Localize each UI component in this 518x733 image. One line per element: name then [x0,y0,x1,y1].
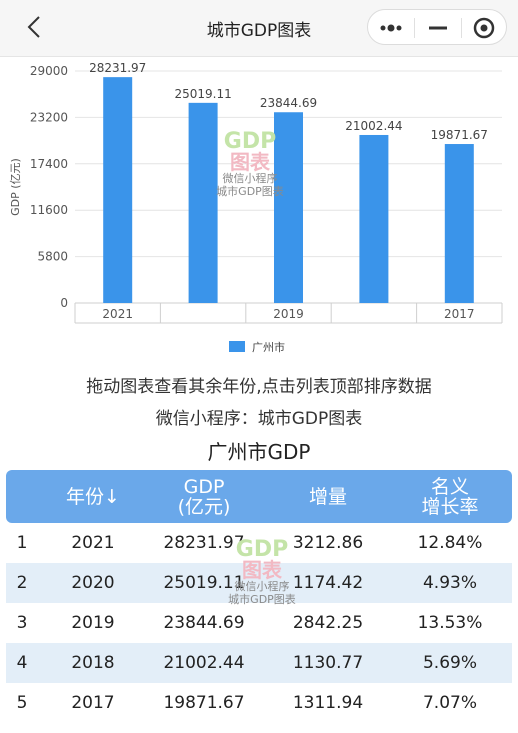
more-menu-button[interactable] [368,10,414,46]
data-label: 25019.11 [174,87,231,101]
sort-rate-header[interactable]: 名义 增长率 [421,475,479,518]
y-tick-label: 17400 [30,157,68,171]
y-tick-label: 5800 [37,250,68,264]
data-label: 28231.97 [89,61,146,75]
data-label: 23844.69 [260,96,317,110]
bar-2017 [444,144,474,303]
y-tick-label: 23200 [30,110,68,124]
bar-2019 [274,112,303,303]
page-title: 城市GDP图表 [206,21,312,41]
x-tick-label: 2021 [102,307,133,321]
table-row: 4 2018 21002.44 1130.77 5.69% [6,643,512,683]
bar-2020 [188,102,218,303]
table-row: 3 2019 23844.69 2842.25 13.53% [16,613,483,633]
drag-hint-text: 拖动图表查看其余年份,点击列表顶部排序数据 [86,377,432,397]
legend-swatch [229,341,245,352]
table-title: 广州市GDP [207,440,311,464]
x-tick-label: 2017 [444,307,475,321]
data-label: 21002.44 [345,119,402,133]
gdp-bar-chart[interactable]: 0 5800 11600 17400 23200 29000 GDP (亿元) 28231.9… [0,56,518,368]
y-tick-label: 11600 [30,203,68,217]
miniprogram-capsule [367,9,507,45]
sort-increase-header[interactable]: 增量 [308,485,347,508]
miniprogram-hint-text: 微信小程序：城市GDP图表 [155,409,363,429]
x-tick-label: 2019 [273,307,304,321]
sort-gdp-header[interactable]: GDP (亿元) [177,475,231,518]
legend-label: 广州市 [252,340,285,354]
y-tick-label: 0 [60,296,68,310]
minimize-button[interactable] [415,10,461,46]
bar-2021 [103,77,133,303]
bar-2018 [359,134,389,303]
back-arrow-icon[interactable] [22,14,48,40]
nav-bar: 城市GDP图表 [0,0,518,57]
table-row: 2 2020 25019.11 1174.42 4.93% [6,563,512,603]
sort-year-header[interactable]: 年份↓ [66,485,120,508]
close-button[interactable] [462,10,508,46]
table-header: 年份↓ GDP (亿元) 增量 名义 增长率 [6,470,512,523]
minimize-icon [429,26,447,30]
y-axis-title: GDP (亿元) [9,158,22,216]
table-row: 1 2021 28231.97 3212.86 12.84% [16,533,483,553]
close-target-icon [473,17,495,39]
gdp-table: 年份↓ GDP (亿元) 增量 名义 增长率 1 2021 28231.97 3… [6,470,512,723]
more-dots-icon [380,24,402,32]
data-label: 19871.67 [431,128,488,142]
y-tick-label: 29000 [30,64,68,78]
chart-svg[interactable]: 0 5800 11600 17400 23200 29000 GDP (亿元) 28231.9… [0,56,518,368]
table-row: 5 2017 19871.67 1311.94 7.07% [16,693,477,713]
